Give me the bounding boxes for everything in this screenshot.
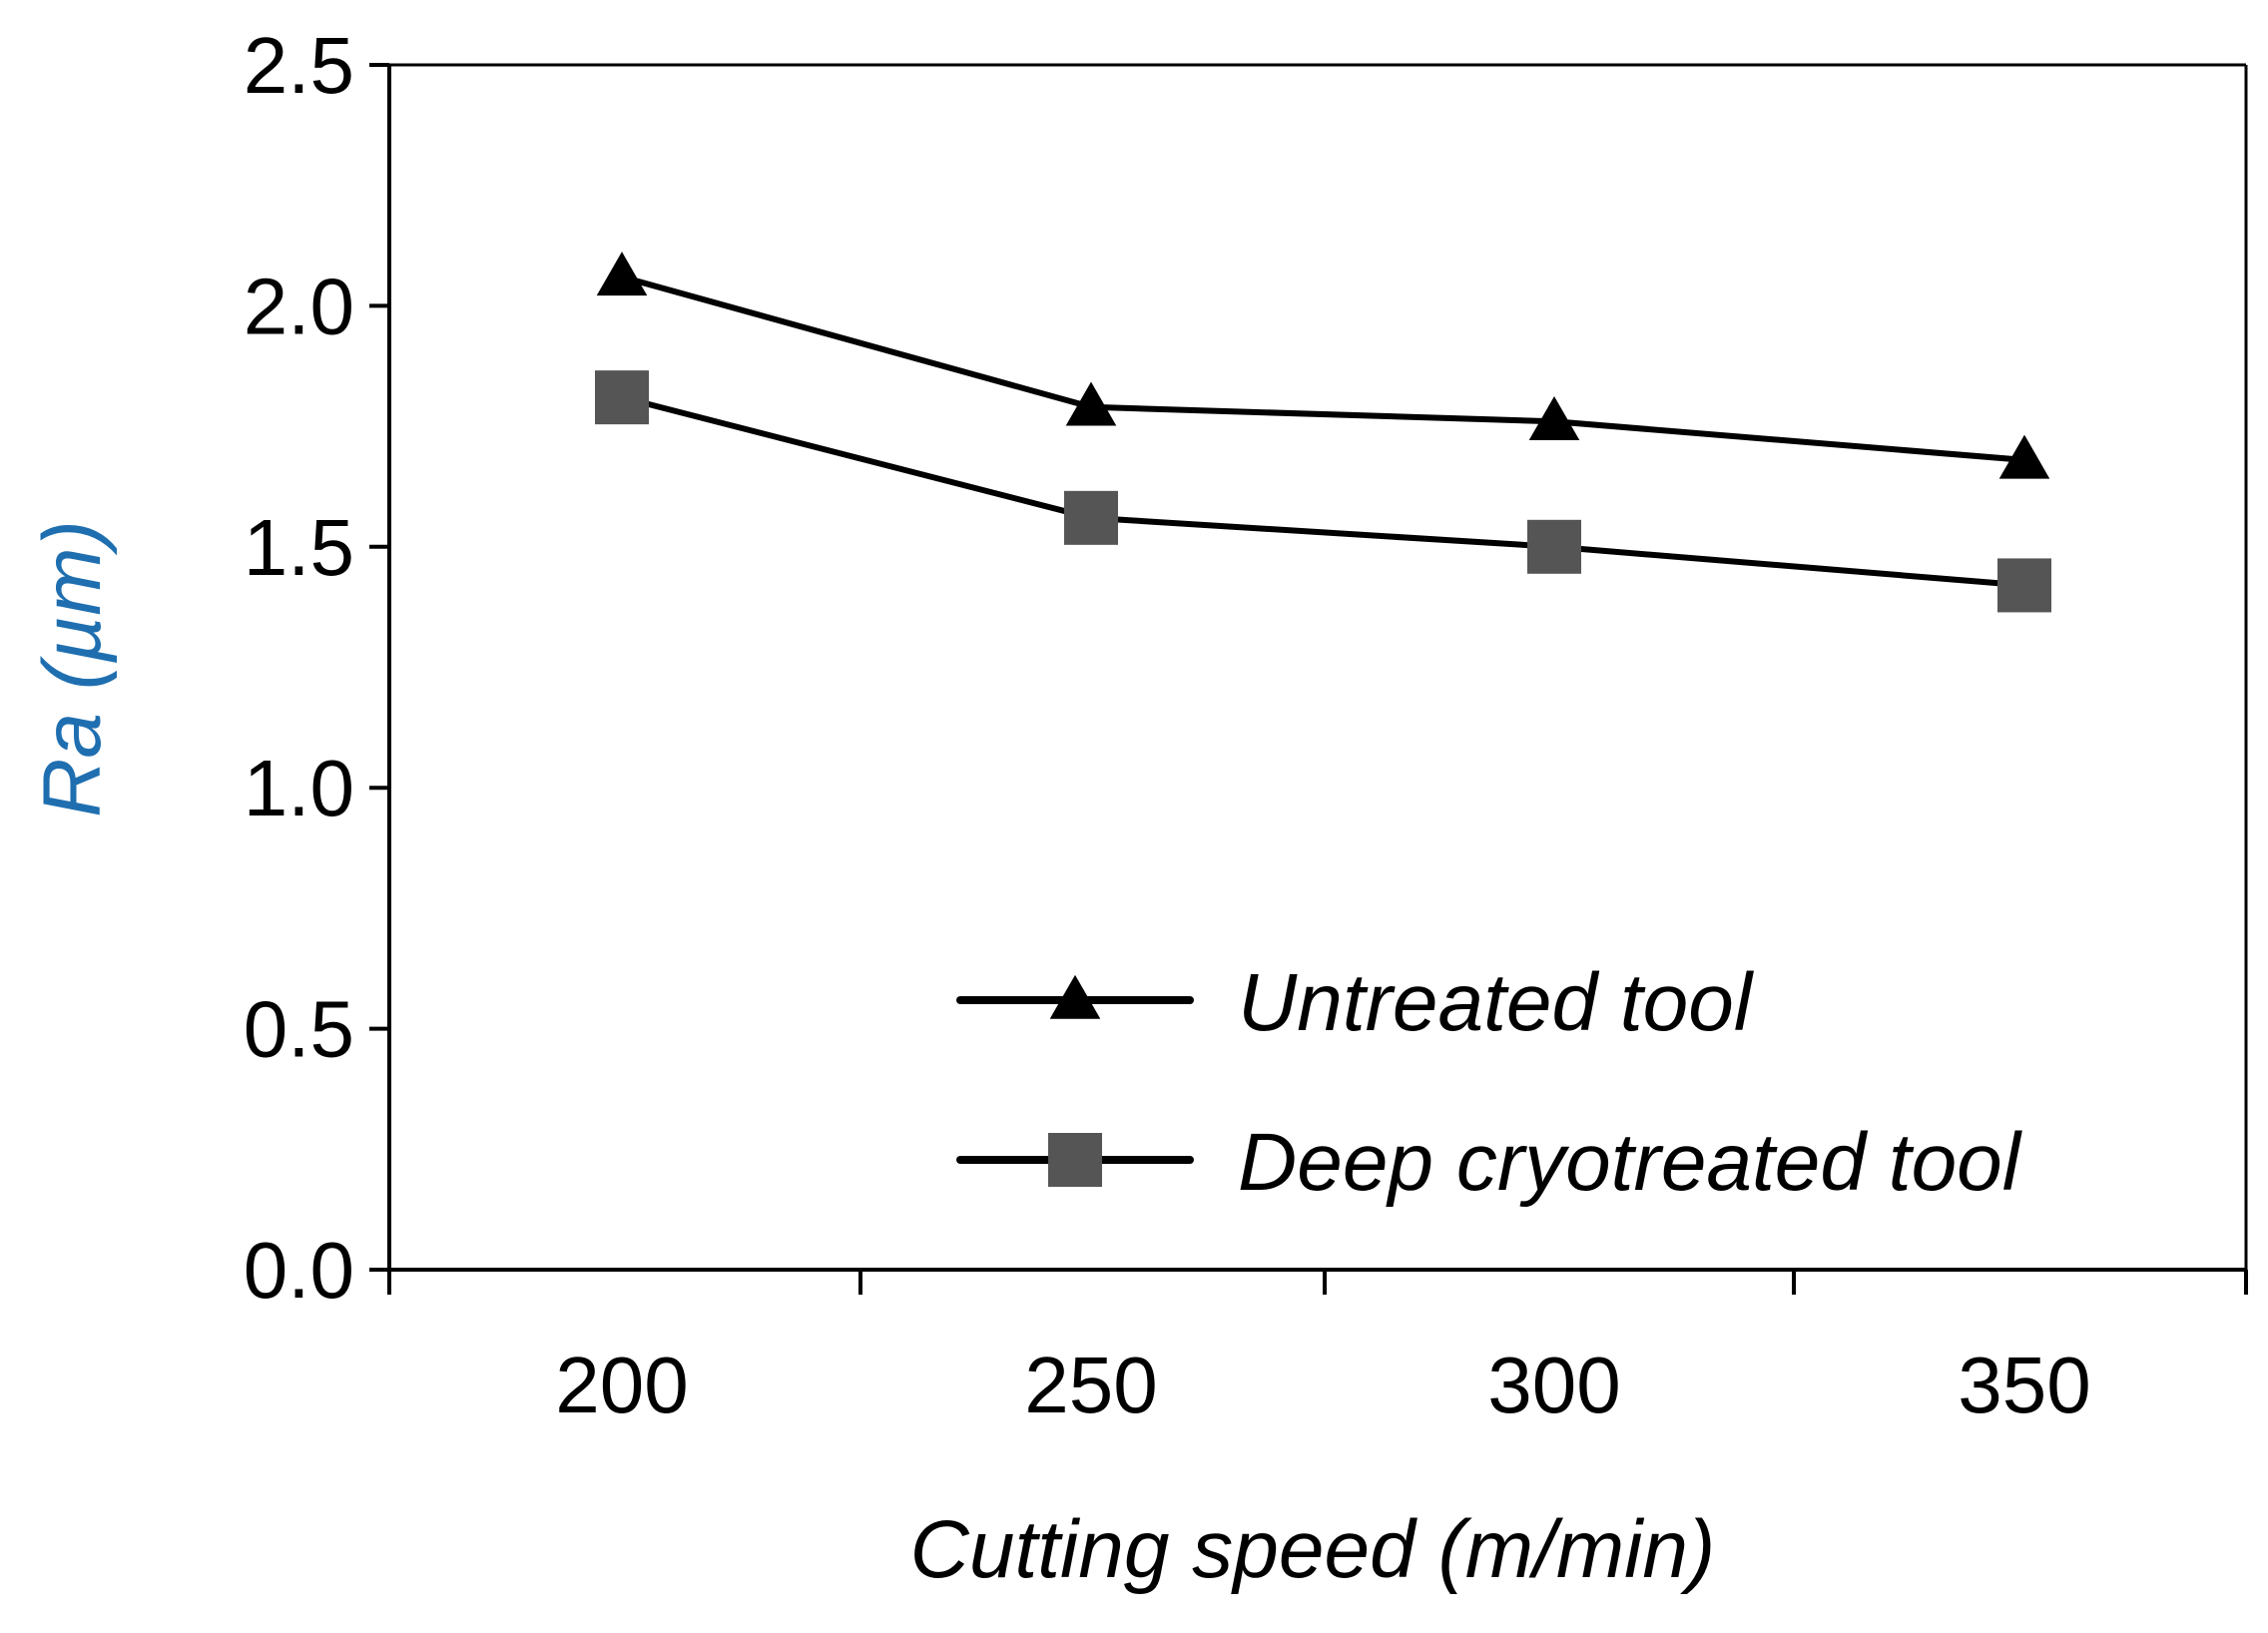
data-point	[1528, 395, 1580, 440]
legend-item: Deep cryotreated tool	[956, 1117, 2023, 1208]
y-tick-label: 0.5	[244, 985, 354, 1074]
y-tick-label: 1.0	[244, 744, 354, 832]
data-point	[1998, 434, 2050, 479]
x-axis-title: Cutting speed (m/min)	[910, 1504, 1716, 1595]
series-line	[621, 273, 2025, 463]
x-tick-label: 200	[555, 1341, 688, 1429]
y-tick-label: 1.5	[244, 503, 354, 592]
x-tick-label: 250	[1024, 1341, 1157, 1429]
data-point	[1064, 490, 1118, 545]
x-tick-label: 300	[1487, 1341, 1620, 1429]
y-tick-label: 0.0	[244, 1226, 354, 1315]
y-tick-label: 2.5	[244, 21, 354, 110]
data-point	[1065, 381, 1117, 426]
series-layer	[595, 252, 2051, 613]
data-point	[595, 370, 649, 425]
x-tick-labels: 200 250 300 350	[555, 1341, 2090, 1429]
data-point	[1527, 519, 1581, 574]
data-point	[596, 252, 648, 296]
series-line	[621, 394, 2025, 589]
legend-item: Untreated tool	[956, 957, 1755, 1048]
legend-marker	[1048, 1133, 1102, 1187]
y-axis-title: Ra (µm)	[27, 520, 118, 817]
legend: Untreated tool Deep cryotreated tool	[956, 957, 2023, 1208]
x-tick-label: 350	[1958, 1341, 2090, 1429]
legend-label: Untreated tool	[1238, 957, 1755, 1048]
y-tick-labels: 0.0 0.5 1.0 1.5 2.0 2.5	[244, 21, 354, 1315]
series-deep-cryotreated-tool	[595, 370, 2051, 613]
axes	[369, 63, 2248, 1295]
legend-marker	[1049, 974, 1101, 1019]
series-untreated-tool	[596, 252, 2050, 479]
y-tick-label: 2.0	[244, 262, 354, 350]
legend-label: Deep cryotreated tool	[1238, 1117, 2023, 1208]
data-point	[1997, 558, 2051, 613]
